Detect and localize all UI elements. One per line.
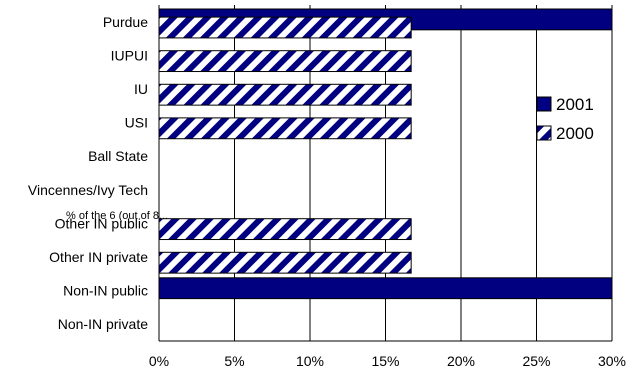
x-tick-label: 0%	[149, 353, 169, 369]
legend-label-2000: 2000	[556, 124, 594, 143]
x-tick-label: 5%	[224, 353, 244, 369]
x-tick-label: 10%	[296, 353, 324, 369]
category-label: Other IN public	[55, 215, 148, 231]
legend-swatch-2000	[536, 125, 552, 141]
category-label: Non-IN private	[58, 316, 148, 332]
category-label: IU	[134, 81, 148, 97]
bar-2001-non-in-public	[158, 277, 613, 300]
plot-frame	[158, 5, 612, 342]
bar-2000-other-in-private	[158, 251, 412, 274]
overlay-text: % of the 6 (out of 8...	[66, 210, 168, 222]
category-label: Vincennes/Ivy Tech	[28, 182, 148, 198]
x-tick-labels: 0% 5% 10% 15% 20% 25% 30%	[149, 353, 626, 369]
category-label: Other IN private	[49, 249, 148, 265]
bar-2000-iu	[158, 83, 412, 106]
bar-2000-iupui	[158, 50, 412, 73]
category-label: Ball State	[88, 148, 148, 164]
bar-2000-other-in-public	[158, 218, 412, 241]
category-label: USI	[125, 115, 148, 131]
x-tick-label: 15%	[371, 353, 399, 369]
x-tick-label: 25%	[522, 353, 550, 369]
bar-2000-purdue	[158, 16, 412, 39]
bar-2000-usi	[158, 117, 412, 140]
category-label: Non-IN public	[63, 283, 148, 299]
legend-swatch-2001	[536, 96, 552, 112]
x-tick-label: 30%	[598, 353, 626, 369]
category-labels: Purdue IUPUI IU USI Ball State Vincennes/Ivy …	[28, 14, 148, 332]
legend-label-2001: 2001	[556, 95, 594, 114]
x-tick-label: 20%	[447, 353, 475, 369]
category-label: Purdue	[103, 14, 148, 30]
legend: 2001 2000	[536, 95, 594, 143]
category-label: IUPUI	[111, 47, 148, 63]
